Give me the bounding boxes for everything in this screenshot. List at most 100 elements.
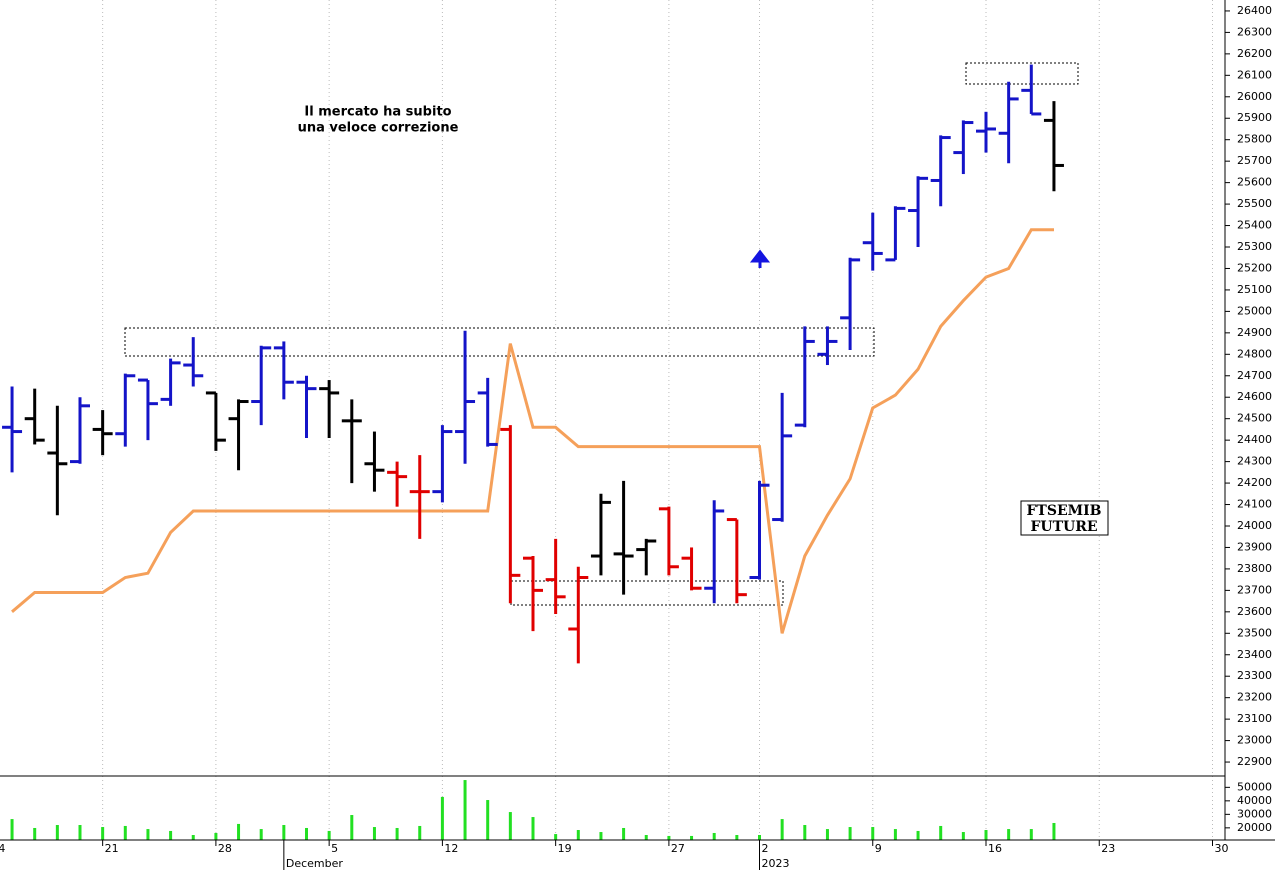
label-box — [1020, 500, 1109, 536]
y-tick-label: 40000 — [1237, 794, 1272, 807]
x-tick-label: 14 — [0, 842, 5, 855]
y-tick-label: 24600 — [1237, 390, 1272, 403]
volume-bar — [916, 830, 920, 840]
y-tick-label: 30000 — [1237, 807, 1272, 820]
x-tick-label: 12 — [444, 842, 458, 855]
volume-bar — [622, 827, 626, 840]
volume-bar — [508, 812, 512, 840]
y-tick-label: 25100 — [1237, 283, 1272, 296]
y-tick-label: 26400 — [1237, 4, 1272, 17]
x-tick-label: 9 — [875, 842, 882, 855]
y-tick-label: 23600 — [1237, 605, 1272, 618]
x-tick-label: 28 — [218, 842, 232, 855]
volume-bar — [825, 829, 829, 840]
x-tick-label: 21 — [105, 842, 119, 855]
volume-bar — [486, 800, 490, 840]
volume-bar — [214, 832, 218, 840]
volume-bar — [712, 832, 716, 840]
y-tick-label: 24700 — [1237, 369, 1272, 382]
y-tick-label: 24300 — [1237, 455, 1272, 468]
y-tick-label: 25400 — [1237, 219, 1272, 232]
top-box — [965, 62, 1079, 85]
label-box-text: FTSEMIB — [1026, 503, 1101, 519]
x-tick-label: 23 — [1101, 842, 1115, 855]
annotation: Il mercato ha subito — [304, 105, 451, 120]
y-tick-label: 26200 — [1237, 47, 1272, 60]
label-box-text: FUTURE — [1030, 519, 1097, 535]
y-tick-label: 23200 — [1237, 691, 1272, 704]
volume-bar — [169, 830, 173, 840]
volume-bar — [667, 835, 671, 840]
annotation: una veloce correzione — [298, 121, 459, 136]
month-label: December — [286, 857, 344, 870]
volume-bar — [327, 830, 331, 840]
trend-line — [11, 228, 1054, 634]
volume-bar — [10, 819, 14, 840]
x-tick-label: 5 — [331, 842, 338, 855]
y-tick-label: 23300 — [1237, 669, 1272, 682]
volume-bar — [440, 796, 444, 840]
y-tick-label: 24100 — [1237, 498, 1272, 511]
volume-bar — [690, 835, 694, 840]
plot-area — [2, 62, 1079, 840]
y-tick-label: 24500 — [1237, 412, 1272, 425]
volume-bar — [1029, 829, 1033, 840]
y-tick-label: 26300 — [1237, 25, 1272, 38]
y-tick-label: 23400 — [1237, 648, 1272, 661]
y-tick-label: 26100 — [1237, 68, 1272, 81]
volume-bar — [101, 827, 105, 840]
volume-bar — [780, 819, 784, 840]
y-tick-label: 25300 — [1237, 240, 1272, 253]
volume-bar — [123, 825, 127, 840]
volume-bar — [1052, 822, 1056, 840]
volume-bar — [372, 827, 376, 840]
y-tick-label: 24900 — [1237, 326, 1272, 339]
volume-bar — [55, 825, 59, 840]
volume-bar — [191, 835, 195, 840]
volume-bar — [871, 827, 875, 840]
y-tick-label: 23900 — [1237, 540, 1272, 553]
y-tick-label: 24000 — [1237, 519, 1272, 532]
volume-bar — [350, 815, 354, 840]
y-tick-label: 25800 — [1237, 133, 1272, 146]
volume-bar — [1007, 829, 1011, 840]
volume-bar — [259, 829, 263, 840]
month-label: 2023 — [762, 857, 790, 870]
y-tick-label: 25600 — [1237, 176, 1272, 189]
up-arrow — [749, 249, 771, 268]
y-tick-label: 24800 — [1237, 347, 1272, 360]
volume-bar — [554, 834, 558, 840]
x-tick-label: 30 — [1215, 842, 1229, 855]
volume-bar — [78, 825, 82, 840]
volume-bar — [758, 835, 761, 840]
y-tick-label: 25500 — [1237, 197, 1272, 210]
volume-bar — [893, 829, 897, 840]
volume-bar — [599, 832, 603, 840]
y-tick-label: 20000 — [1237, 821, 1272, 834]
volume-bar — [282, 825, 286, 840]
y-tick-label: 50000 — [1237, 780, 1272, 793]
volume-bar — [418, 825, 422, 840]
volume-bar — [644, 835, 648, 840]
y-tick-label: 25900 — [1237, 111, 1272, 124]
y-tick-label: 24200 — [1237, 476, 1272, 489]
volume-bar — [531, 817, 535, 840]
y-tick-label: 25200 — [1237, 261, 1272, 274]
grid-layer — [102, 0, 1213, 840]
volume-bar — [576, 830, 580, 840]
x-tick-label: 2 — [762, 842, 769, 855]
volume-bar — [735, 835, 739, 840]
y-tick-label: 23100 — [1237, 712, 1272, 725]
volume-bar — [146, 829, 150, 840]
y-tick-label: 23000 — [1237, 734, 1272, 747]
volume-bar — [237, 823, 241, 840]
y-tick-label: 23800 — [1237, 562, 1272, 575]
y-tick-label: 23700 — [1237, 583, 1272, 596]
volume-bar — [803, 825, 807, 840]
y-tick-label: 25000 — [1237, 304, 1272, 317]
resistance-box — [124, 327, 875, 357]
volume-bar — [939, 825, 943, 840]
y-tick-label: 22900 — [1237, 755, 1272, 768]
y-tick-label: 23500 — [1237, 626, 1272, 639]
